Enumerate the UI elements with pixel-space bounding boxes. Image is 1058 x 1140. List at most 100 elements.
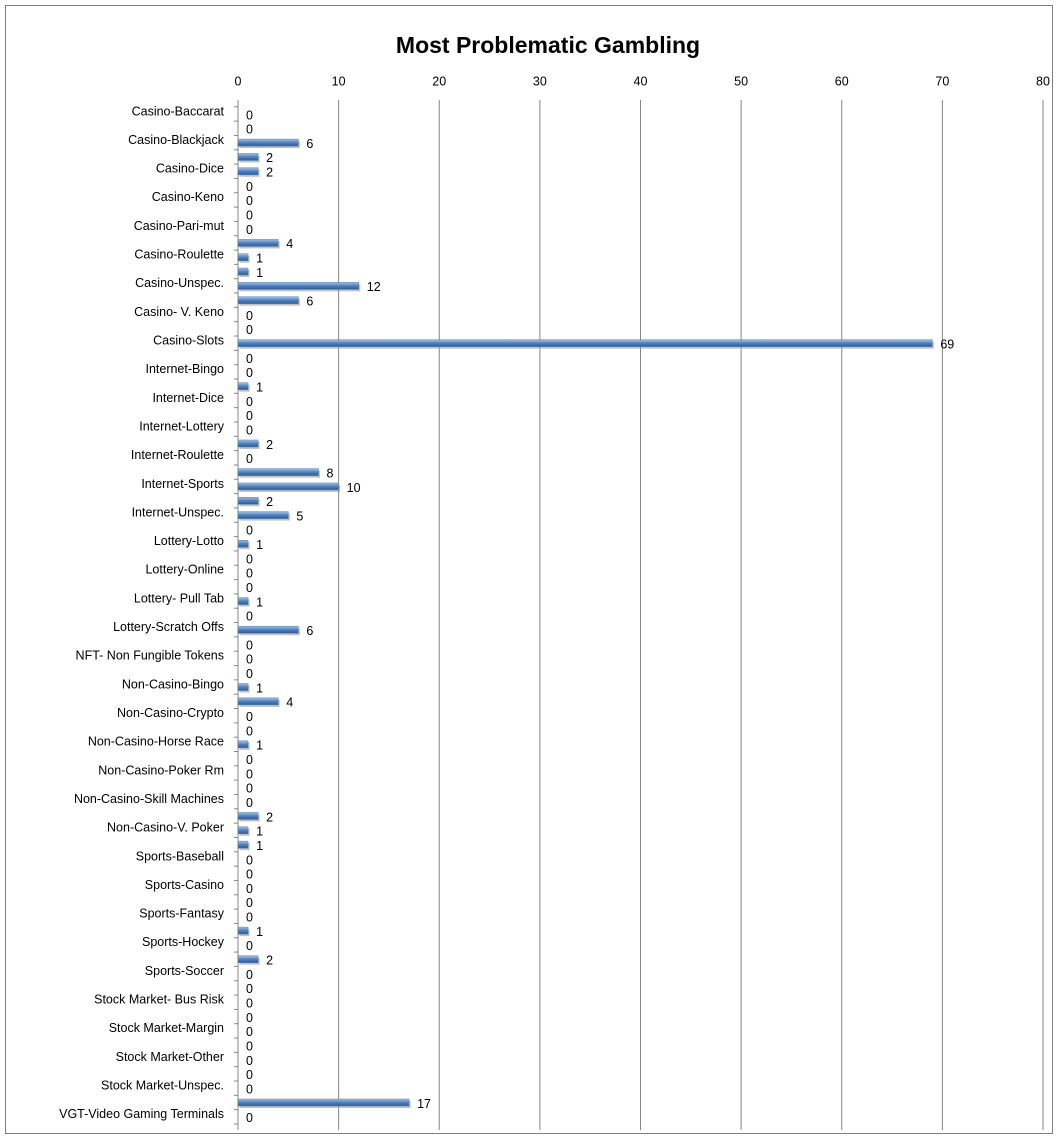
data-label: 0 xyxy=(246,1025,253,1039)
bar xyxy=(237,167,259,176)
data-label: 0 xyxy=(246,180,253,194)
data-label: 0 xyxy=(246,610,253,624)
x-tick-label: 10 xyxy=(332,74,346,88)
data-label: 0 xyxy=(246,409,253,423)
data-label: 1 xyxy=(256,739,263,753)
data-label: 0 xyxy=(246,767,253,781)
data-label: 2 xyxy=(266,954,273,968)
x-tick-label: 40 xyxy=(634,74,648,88)
bar xyxy=(237,955,259,963)
data-label: 69 xyxy=(940,337,954,351)
data-label: 0 xyxy=(246,1039,253,1053)
data-label: 0 xyxy=(246,982,253,996)
data-label: 0 xyxy=(246,366,253,380)
data-label: 2 xyxy=(266,495,273,509)
y-tick-label: Casino-Keno xyxy=(152,190,224,204)
y-tick-label: Casino-Blackjack xyxy=(128,133,225,147)
data-label: 1 xyxy=(256,380,263,394)
y-tick-label: Stock Market- Bus Risk xyxy=(94,993,225,1007)
bar xyxy=(237,826,249,835)
chart-border xyxy=(5,5,1053,1134)
y-tick-label: Non-Casino-Poker Rm xyxy=(98,763,224,777)
data-label: 4 xyxy=(286,696,293,710)
data-label: 6 xyxy=(306,137,313,151)
data-label: 4 xyxy=(286,237,293,251)
y-tick-label: Non-Casino-Skill Machines xyxy=(74,792,224,806)
data-label: 0 xyxy=(246,108,253,122)
data-label: 0 xyxy=(246,452,253,466)
y-tick-label: Internet-Roulette xyxy=(131,448,224,462)
bar xyxy=(237,439,259,448)
data-label: 0 xyxy=(246,309,253,323)
data-label: 1 xyxy=(256,595,263,609)
y-tick-label: Lottery-Lotto xyxy=(154,534,224,548)
data-label: 0 xyxy=(246,939,253,953)
data-label: 2 xyxy=(266,166,273,180)
bar xyxy=(237,468,319,476)
x-tick-label: 80 xyxy=(1036,74,1050,88)
data-label: 0 xyxy=(246,1054,253,1068)
bar xyxy=(237,482,339,491)
bar xyxy=(237,740,249,749)
data-label: 2 xyxy=(266,810,273,824)
x-tick-label: 50 xyxy=(734,74,748,88)
data-label: 0 xyxy=(246,524,253,538)
bar xyxy=(237,597,249,605)
data-label: 0 xyxy=(246,1068,253,1082)
bar xyxy=(237,239,279,247)
data-label: 2 xyxy=(266,438,273,452)
y-tick-label: Casino-Pari-mut xyxy=(134,219,225,233)
data-label: 0 xyxy=(246,581,253,595)
x-tick-label: 0 xyxy=(235,74,242,88)
data-label: 0 xyxy=(246,968,253,982)
data-label: 0 xyxy=(246,1082,253,1096)
data-label: 0 xyxy=(246,782,253,796)
data-label: 0 xyxy=(246,423,253,437)
data-label: 1 xyxy=(256,252,263,266)
y-tick-label: Non-Casino-Crypto xyxy=(117,706,224,720)
bar xyxy=(237,339,933,347)
y-tick-label: Non-Casino-Bingo xyxy=(122,677,224,691)
data-label: 8 xyxy=(327,466,334,480)
y-tick-label: Lottery- Pull Tab xyxy=(134,591,224,605)
y-tick-label: Casino-Baccarat xyxy=(132,104,225,118)
y-tick-label: Non-Casino-V. Poker xyxy=(107,821,224,835)
y-tick-label: Internet-Unspec. xyxy=(132,505,224,519)
y-tick-label: Sports-Baseball xyxy=(136,849,224,863)
chart-title: Most Problematic Gambling xyxy=(396,32,700,58)
data-label: 5 xyxy=(296,509,303,523)
y-tick-label: Sports-Hockey xyxy=(142,935,225,949)
bar xyxy=(237,840,249,849)
data-label: 0 xyxy=(246,395,253,409)
y-tick-label: Internet-Sports xyxy=(141,477,224,491)
y-tick-label: Casino-Roulette xyxy=(134,248,224,262)
y-tick-label: Casino-Dice xyxy=(156,162,224,176)
bar xyxy=(237,138,299,147)
bar xyxy=(237,511,289,519)
data-label: 17 xyxy=(417,1097,431,1111)
data-label: 1 xyxy=(256,266,263,280)
y-tick-label: Casino-Unspec. xyxy=(135,276,224,290)
data-label: 0 xyxy=(246,667,253,681)
y-tick-label: Stock Market-Margin xyxy=(109,1021,224,1035)
bar xyxy=(237,497,259,505)
y-tick-label: Internet-Lottery xyxy=(139,419,225,433)
data-label: 0 xyxy=(246,710,253,724)
y-tick-label: Lottery-Scratch Offs xyxy=(113,620,224,634)
data-label: 0 xyxy=(246,796,253,810)
x-tick-label: 20 xyxy=(432,74,446,88)
data-label: 6 xyxy=(306,295,313,309)
data-label: 1 xyxy=(256,681,263,695)
y-tick-label: Stock Market-Other xyxy=(116,1050,224,1064)
data-label: 1 xyxy=(256,538,263,552)
bar xyxy=(237,812,259,820)
data-label: 0 xyxy=(246,123,253,137)
bar xyxy=(237,282,359,290)
bar xyxy=(237,153,259,161)
x-tick-label: 60 xyxy=(835,74,849,88)
bar xyxy=(237,267,249,276)
data-label: 0 xyxy=(246,896,253,910)
data-label: 10 xyxy=(347,481,361,495)
y-tick-label: Sports-Fantasy xyxy=(139,907,225,921)
